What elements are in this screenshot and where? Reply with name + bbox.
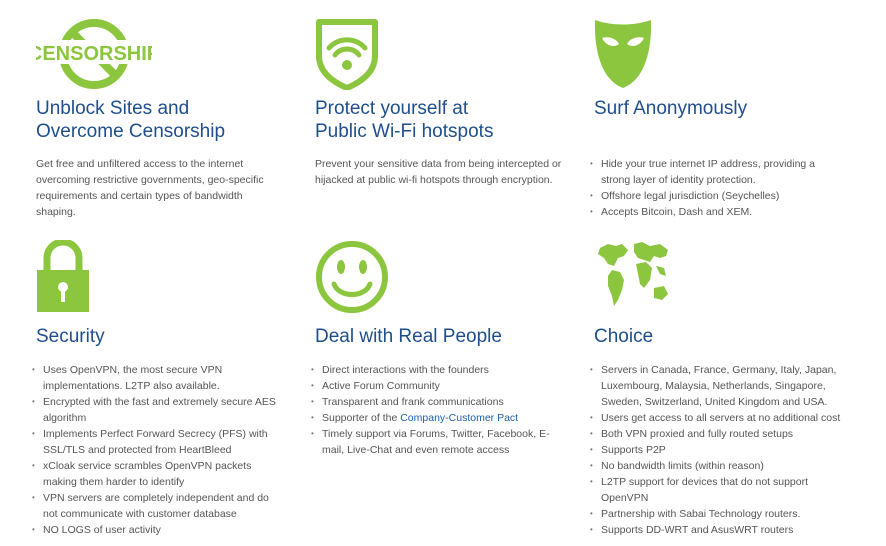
list-item: Supports P2P (590, 442, 852, 458)
pact-prefix: Supporter of the (322, 412, 401, 424)
list-item: Timely support via Forums, Twitter, Face… (311, 426, 563, 458)
padlock-icon (36, 238, 90, 319)
list-item: Accepts Bitcoin, Dash and XEM. (590, 204, 834, 220)
smiley-icon (315, 240, 389, 319)
feature-bullets: Hide your true internet IP address, prov… (590, 156, 834, 220)
mask-icon (594, 18, 652, 95)
list-item: Uses OpenVPN, the most secure VPN implem… (32, 362, 284, 394)
list-item: Encrypted with the fast and extremely se… (32, 394, 284, 426)
list-item: Partnership with Sabai Technology router… (590, 506, 852, 522)
list-item: Supporter of the Company-Customer Pact (311, 410, 563, 426)
censorship-icon: CENSORSHIP (28, 18, 160, 95)
feature-title: Choice (594, 326, 654, 347)
list-item: Both VPN proxied and fully routed setups (590, 426, 852, 442)
globe-icon (594, 240, 674, 327)
list-item: xCloak service scrambles OpenVPN packets… (32, 458, 284, 490)
company-customer-pact-link[interactable]: Company-Customer Pact (400, 412, 519, 424)
list-item: Offshore legal jurisdiction (Seychelles) (590, 188, 834, 204)
feature-title: Surf Anonymously (594, 98, 748, 119)
list-item: Implements Perfect Forward Secrecy (PFS)… (32, 426, 284, 458)
feature-bullets: Servers in Canada, France, Germany, Ital… (590, 362, 852, 538)
feature-bullets: Direct interactions with the founders Ac… (311, 362, 563, 458)
list-item: Users get access to all servers at no ad… (590, 410, 852, 426)
list-item: NO LOGS of user activity (32, 522, 284, 538)
list-item: Transparent and frank communications (311, 394, 563, 410)
list-item: VPN servers are completely independent a… (32, 490, 284, 522)
feature-description: Prevent your sensitive data from being i… (315, 158, 562, 186)
list-item: Servers in Canada, France, Germany, Ital… (590, 362, 852, 410)
feature-bullets: Uses OpenVPN, the most secure VPN implem… (32, 362, 284, 538)
feature-title: Security (36, 326, 105, 347)
list-item: Active Forum Community (311, 378, 563, 394)
list-item: No bandwidth limits (within reason) (590, 458, 852, 474)
list-item: Supports DD-WRT and AsusWRT routers (590, 522, 852, 538)
list-item: Direct interactions with the founders (311, 362, 563, 378)
wifi-shield-icon (315, 18, 379, 95)
censorship-icon-text: CENSORSHIP (36, 43, 152, 65)
feature-title: Unblock Sites and Overcome Censorship (36, 98, 226, 142)
list-item: Hide your true internet IP address, prov… (590, 156, 834, 188)
list-item: L2TP support for devices that do not sup… (590, 474, 852, 506)
feature-title: Protect yourself at Public Wi-Fi hotspots (315, 98, 494, 142)
feature-title: Deal with Real People (315, 326, 502, 347)
feature-description: Get free and unfiltered access to the in… (36, 158, 264, 218)
